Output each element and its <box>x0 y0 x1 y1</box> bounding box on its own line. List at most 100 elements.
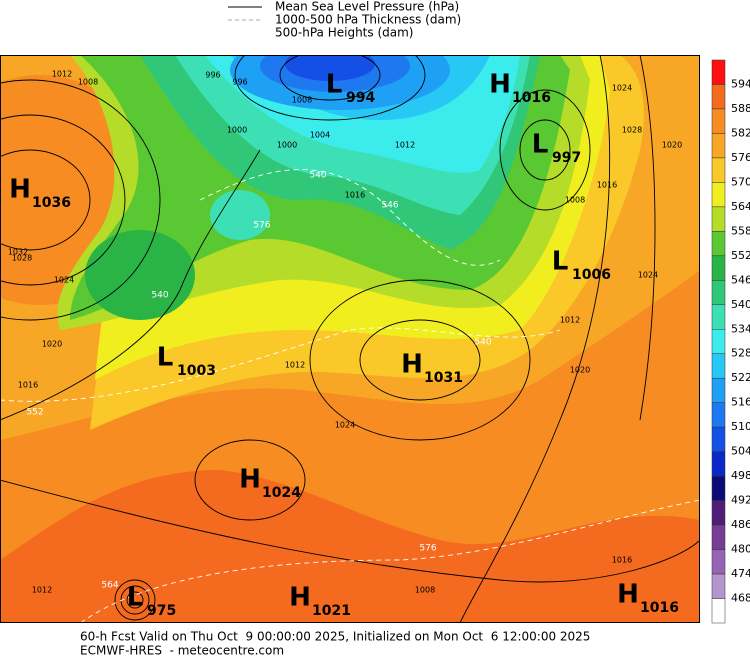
center-letter: H <box>489 70 511 100</box>
colorbar-label: 480 <box>731 543 750 556</box>
center-value: 1006 <box>572 267 611 283</box>
isobar-label: 1028 <box>622 126 642 135</box>
isobar-label: 996 <box>232 78 247 87</box>
colorbar-label: 468 <box>731 592 750 605</box>
isobar-label: 1020 <box>662 141 682 150</box>
isobar-label: 1008 <box>565 196 585 205</box>
isobar-label: 1008 <box>292 96 312 105</box>
isobar-label: 1000 <box>227 126 247 135</box>
center-value: 994 <box>346 90 375 106</box>
center-letter: H <box>401 350 423 380</box>
colorbar-swatch <box>711 133 726 159</box>
colorbar-swatch <box>711 84 726 110</box>
colorbar-swatch <box>711 255 726 281</box>
colorbar-swatch <box>711 182 726 208</box>
colorbar-label: 570 <box>731 175 750 188</box>
colorbar-swatch <box>711 549 726 575</box>
colorbar-label: 594 <box>731 77 750 90</box>
colorbar-label: 564 <box>731 200 750 213</box>
colorbar: 594 588 582 576 570 564 558 552 546 540 534 528 522 5… <box>711 59 750 624</box>
isobar-label: 1012 <box>285 361 305 370</box>
footer-line: ECMWF-HRES - meteocentre.com <box>80 644 284 658</box>
legend-label: 1000-500 hPa Thickness (dam) <box>275 13 461 27</box>
colorbar-swatch <box>711 329 726 354</box>
isobar-label: 1012 <box>32 586 52 595</box>
colorbar-swatch <box>711 377 726 403</box>
isobar-label: 1032 <box>8 248 28 257</box>
legend-label: Mean Sea Level Pressure (hPa) <box>275 0 459 14</box>
isobar-label: 1016 <box>612 556 632 565</box>
center-value: 1016 <box>512 90 551 106</box>
colorbar-swatch <box>711 157 726 183</box>
isobar-label: 1016 <box>597 181 617 190</box>
thickness-label: 540 <box>474 338 491 348</box>
colorbar-swatch <box>711 304 726 330</box>
legend-label: 500-hPa Heights (dam) <box>275 26 413 40</box>
thickness-label: 564 <box>101 581 118 591</box>
colorbar-label: 540 <box>731 298 750 311</box>
center-letter: H <box>617 580 639 610</box>
colorbar-label: 510 <box>731 420 750 433</box>
center-value: 997 <box>552 150 581 166</box>
isobar-label: 1020 <box>42 340 62 349</box>
isobar-label: 1012 <box>395 141 415 150</box>
center-value: 1036 <box>32 195 71 211</box>
center-letter: L <box>552 247 569 277</box>
center-value: 1024 <box>262 485 301 501</box>
colorbar-label: 552 <box>731 249 750 262</box>
colorbar-swatch <box>711 231 726 257</box>
thickness-label: 552 <box>26 408 43 418</box>
thickness-label: 576 <box>253 221 270 231</box>
colorbar-swatch <box>711 280 726 306</box>
colorbar-label: 534 <box>731 322 750 335</box>
colorbar-swatch <box>711 59 726 85</box>
center-letter: H <box>239 465 261 495</box>
center-letter: L <box>532 130 549 160</box>
center-value: 1021 <box>312 603 351 619</box>
map <box>0 55 700 623</box>
colorbar-swatch <box>711 206 726 232</box>
isobar-label: 1024 <box>612 84 632 93</box>
colorbar-swatch <box>711 598 726 624</box>
colorbar-swatch <box>711 500 726 526</box>
isobar-label: 1000 <box>277 141 297 150</box>
thickness-label: 576 <box>419 544 436 554</box>
colorbar-label: 582 <box>731 126 750 139</box>
isobar-label: 1016 <box>345 191 365 200</box>
colorbar-swatch <box>711 573 726 599</box>
isobar-label: 1012 <box>560 316 580 325</box>
colorbar-label: 558 <box>731 224 750 237</box>
colorbar-swatch <box>711 353 726 379</box>
colorbar-swatch <box>711 402 726 428</box>
isobar-label: 1012 <box>52 70 72 79</box>
isobar-label: 1024 <box>335 421 355 430</box>
isobar-label: 1016 <box>18 381 38 390</box>
colorbar-label: 576 <box>731 151 750 164</box>
isobar-label: 1020 <box>570 366 590 375</box>
center-letter: H <box>9 175 31 205</box>
center-value: 1003 <box>177 363 216 379</box>
center-letter: L <box>157 343 174 373</box>
colorbar-label: 522 <box>731 371 750 384</box>
colorbar-label: 486 <box>731 518 750 531</box>
center-value: 1031 <box>424 370 463 386</box>
colorbar-label: 492 <box>731 494 750 507</box>
center-value: 975 <box>147 603 176 619</box>
colorbar-label: 528 <box>731 347 750 360</box>
center-value: 1016 <box>640 600 679 616</box>
isobar-label: 1008 <box>415 586 435 595</box>
colorbar-swatch <box>711 475 726 501</box>
legend <box>228 6 262 21</box>
colorbar-label: 498 <box>731 469 750 482</box>
center-letter: L <box>326 70 343 100</box>
thickness-label: 540 <box>151 291 168 301</box>
thickness-label: 540 <box>309 171 326 181</box>
colorbar-swatch <box>711 451 726 477</box>
colorbar-label: 546 <box>731 273 750 286</box>
center-letter: L <box>127 583 144 613</box>
thickness-label: 546 <box>381 201 398 211</box>
isobar-label: 1004 <box>310 131 330 140</box>
colorbar-swatch <box>711 524 726 550</box>
isobar-label: 1008 <box>78 78 98 87</box>
